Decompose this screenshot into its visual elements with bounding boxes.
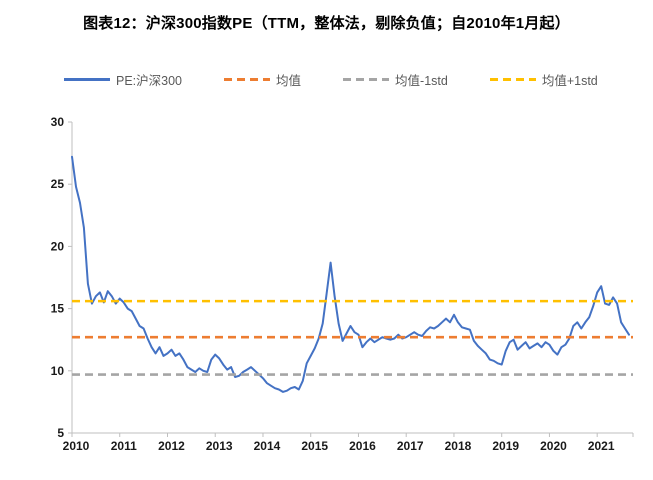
y-axis-label: 25 <box>51 177 65 191</box>
legend-item-mean-plus-1std: 均值+1std <box>489 70 598 89</box>
x-axis-label: 2019 <box>492 439 519 453</box>
y-axis-label: 30 <box>51 115 65 129</box>
y-axis-label: 15 <box>51 302 65 316</box>
pe-series-line <box>71 155 630 393</box>
mean-plus-1std-dash-sample-icon <box>489 78 536 81</box>
mean-minus-1std-dash-sample-icon <box>343 78 390 81</box>
x-axis-label: 2011 <box>111 439 137 453</box>
legend-label-mean-plus-1std: 均值+1std <box>541 74 598 88</box>
x-axis-label: 2010 <box>63 439 90 453</box>
x-axis-label: 2012 <box>158 439 185 453</box>
x-axis-label: 2021 <box>588 439 615 453</box>
x-axis-label: 2017 <box>397 439 424 453</box>
x-axis-label: 2015 <box>301 439 328 453</box>
legend-item-mean-minus-1std: 均值-1std <box>343 70 448 89</box>
x-axis-label: 2020 <box>540 439 567 453</box>
x-axis-label: 2018 <box>445 439 472 453</box>
chart-legend: PE:沪深300 均值 均值-1std 均值+1std <box>64 70 653 89</box>
x-axis-label: 2013 <box>206 439 233 453</box>
pe-line-sample-icon <box>64 78 110 81</box>
x-axis-label: 2014 <box>254 439 281 453</box>
legend-label-mean: 均值 <box>276 74 302 88</box>
y-axis-label: 10 <box>51 364 65 378</box>
chart-title: 图表12：沪深300指数PE（TTM，整体法，剔除负值；自2010年1月起） <box>83 15 570 32</box>
x-axis-label: 2016 <box>349 439 376 453</box>
y-axis-label: 5 <box>57 426 64 440</box>
legend-label-mean-minus-1std: 均值-1std <box>395 74 448 88</box>
legend-item-pe: PE:沪深300 <box>64 70 182 89</box>
mean-dash-sample-icon <box>224 78 271 81</box>
legend-item-mean: 均值 <box>224 70 301 89</box>
legend-label-pe: PE:沪深300 <box>116 74 183 88</box>
y-axis-label: 20 <box>51 239 65 253</box>
